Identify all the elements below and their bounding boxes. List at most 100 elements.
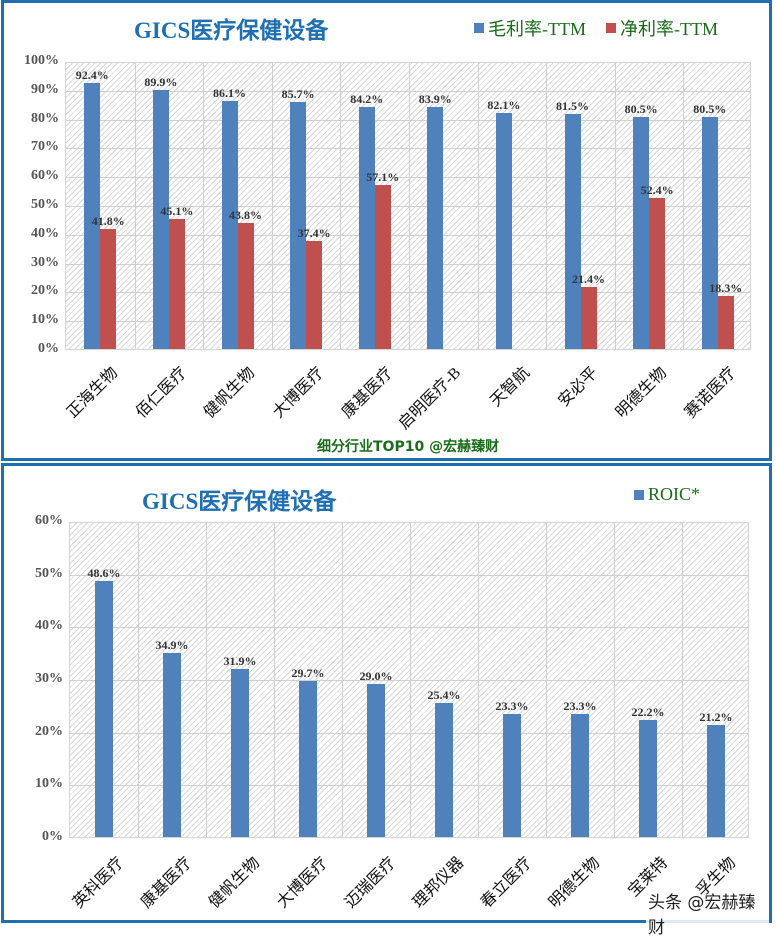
data-label: 34.9% <box>155 638 189 653</box>
gridline-vertical <box>409 63 410 349</box>
gridline-horizontal <box>70 627 748 629</box>
legend-label: 净利率-TTM <box>620 19 718 39</box>
bar-primary <box>633 117 650 349</box>
gridline-vertical <box>206 523 207 837</box>
bar-primary <box>435 703 453 837</box>
legend: 毛利率-TTM 净利率-TTM <box>474 15 732 41</box>
y-tick-label: 40% <box>31 225 59 241</box>
x-tick-label: 明德生物 <box>545 854 604 912</box>
y-tick-label: 30% <box>31 254 59 270</box>
y-tick-label: 0% <box>38 341 59 356</box>
data-label: 85.7% <box>281 87 315 102</box>
bar-secondary <box>306 241 323 349</box>
gridline-horizontal <box>70 574 748 576</box>
x-tick-label: 迈瑞医疗 <box>341 854 400 912</box>
data-label: 48.6% <box>87 566 121 581</box>
bar-secondary <box>168 219 185 349</box>
gridline-vertical <box>340 63 342 349</box>
y-tick-label: 60% <box>35 513 63 528</box>
data-label: 82.1% <box>487 97 521 112</box>
bar-primary <box>495 112 512 349</box>
data-label: 41.8% <box>91 213 125 228</box>
bar-secondary <box>100 228 117 349</box>
bar-primary <box>84 82 101 349</box>
y-tick-label: 10% <box>31 312 59 328</box>
y-tick-label: 80% <box>31 110 59 126</box>
x-tick-label: 安必平 <box>555 364 602 411</box>
x-tick-label: 理邦仪器 <box>409 854 468 912</box>
bar-primary <box>221 101 238 349</box>
x-tick-label: 春立医疗 <box>477 854 536 912</box>
gridline-horizontal <box>66 263 750 265</box>
bar-primary <box>571 714 589 837</box>
y-tick-label: 10% <box>35 776 63 792</box>
bar-secondary <box>717 296 734 349</box>
gridline-vertical <box>682 523 683 837</box>
bar-secondary <box>374 184 391 349</box>
data-label: 45.1% <box>160 204 194 219</box>
legend-item-gross-margin: 毛利率-TTM <box>474 15 586 41</box>
gridline-horizontal <box>66 206 750 207</box>
x-tick-label: 启明医疗-B <box>395 364 465 433</box>
data-label: 81.5% <box>556 99 589 114</box>
gridline-horizontal <box>66 148 750 150</box>
x-tick-label: 大博医疗 <box>270 364 328 422</box>
gridline-vertical <box>271 63 273 349</box>
x-tick-label: 英科医疗 <box>69 854 128 912</box>
bar-primary <box>427 107 444 349</box>
x-tick-label: 天智航 <box>487 364 534 411</box>
y-tick-label: 20% <box>31 283 59 299</box>
gridline-vertical <box>203 63 205 349</box>
legend-label: ROIC* <box>648 484 701 504</box>
legend-item-roic: ROIC* <box>634 484 700 505</box>
y-tick-label: 40% <box>35 618 63 634</box>
x-tick-label: 健帆生物 <box>205 854 264 912</box>
legend: ROIC* <box>634 484 714 505</box>
bar-primary <box>639 720 657 837</box>
chart-title: GICS医疗保健设备 <box>134 18 329 43</box>
data-label: 89.9% <box>144 75 178 90</box>
y-tick-label: 90% <box>31 81 59 97</box>
gridline-horizontal <box>70 680 748 681</box>
data-label: 25.4% <box>427 688 461 703</box>
bar-primary <box>299 680 317 837</box>
data-label: 43.8% <box>229 207 262 222</box>
legend-label: 毛利率-TTM <box>488 19 586 39</box>
gridline-horizontal <box>66 119 750 121</box>
bar-primary <box>503 714 521 837</box>
gridline-vertical <box>478 523 479 837</box>
bar-primary <box>701 117 718 349</box>
x-tick-label: 康基医疗 <box>137 854 196 912</box>
x-tick-label: 佰仁医疗 <box>132 364 191 422</box>
gridline-horizontal <box>66 292 750 294</box>
y-tick-label: 30% <box>35 671 63 686</box>
gridline-horizontal <box>70 785 748 787</box>
y-tick-label: 60% <box>31 168 59 184</box>
bar-primary <box>163 653 181 837</box>
y-tick-label: 100% <box>24 53 59 68</box>
data-label: 29.7% <box>291 665 325 680</box>
y-tick-label: 50% <box>35 565 63 581</box>
chart-panel-roic: GICS医疗保健设备 ROIC* 48.6% 34.9% 31.9% 29.7% 29.… <box>1 463 772 938</box>
gridline-vertical <box>410 523 411 837</box>
data-label: 31.9% <box>223 653 257 668</box>
gridline-horizontal <box>70 732 748 734</box>
gridline-vertical <box>546 63 548 349</box>
footer-caption: 细分行业TOP10 @宏赫臻财 <box>317 439 500 455</box>
bar-primary <box>564 114 581 349</box>
bar-secondary <box>580 287 597 349</box>
gridline-vertical <box>274 523 275 837</box>
legend-swatch-icon <box>634 489 644 500</box>
x-tick-label: 正海生物 <box>64 364 122 422</box>
gridline-vertical <box>614 63 616 349</box>
gridline-vertical <box>683 63 685 349</box>
data-label: 21.2% <box>699 710 733 725</box>
plot-area: 48.6% 34.9% 31.9% 29.7% 29.0% 25.4% 23.3% 23.3%… <box>69 522 749 838</box>
gridline-horizontal <box>66 177 750 179</box>
bar-primary <box>707 725 725 837</box>
y-tick-label: 0% <box>42 829 63 844</box>
y-tick-label: 20% <box>35 723 63 739</box>
bar-secondary <box>237 222 254 349</box>
data-label: 21.4% <box>572 272 605 287</box>
data-label: 80.5% <box>624 102 658 117</box>
